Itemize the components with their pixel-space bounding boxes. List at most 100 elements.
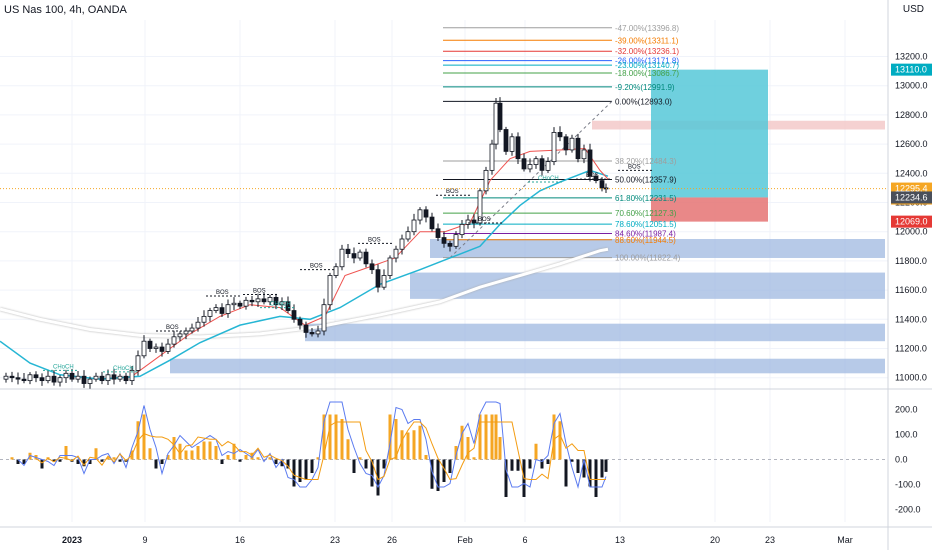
ema-slow-line: [0, 247, 609, 339]
osc-bar: [370, 459, 374, 487]
osc-bar: [552, 414, 556, 460]
candle-body: [225, 304, 231, 314]
price-axis-tick: 12000.0: [895, 227, 928, 237]
fib-level-label: 38.20%(12484.3): [615, 157, 677, 166]
candle-body: [497, 102, 503, 130]
osc-bar: [328, 414, 332, 460]
osc-bar: [106, 457, 110, 460]
candle-body: [243, 299, 249, 307]
candle-body: [503, 129, 509, 152]
candle-body: [593, 175, 599, 182]
osc-bar: [558, 421, 562, 460]
candle-body: [99, 375, 105, 382]
candle-body: [285, 301, 291, 311]
candle-body: [569, 137, 575, 151]
price-label-bg: [891, 63, 932, 76]
candle-body: [219, 307, 225, 314]
candle-body: [231, 302, 237, 306]
osc-bar: [340, 419, 344, 460]
osc-bar: [58, 459, 62, 462]
candle-body: [3, 375, 9, 380]
candle-body: [393, 248, 399, 259]
osc-bar: [510, 459, 514, 471]
candle-body: [123, 375, 129, 382]
fib-level-label: 100.00%(11822.4): [615, 254, 681, 263]
osc-bar: [94, 448, 98, 460]
candle-body: [563, 136, 569, 151]
osc-bar: [516, 459, 520, 471]
osc-bar: [88, 459, 92, 464]
fib-level-label: 50.00%(12357.9): [615, 175, 677, 184]
osc-bar: [52, 459, 56, 462]
candle-body: [165, 343, 171, 352]
candle-body: [483, 169, 489, 192]
osc-bar: [478, 414, 482, 460]
chart-title: US Nas 100, 4h, OANDA: [4, 4, 127, 16]
osc-bar: [208, 441, 212, 460]
osc-bar: [430, 459, 434, 489]
osc-bar: [232, 443, 236, 460]
structure-label: BOS: [253, 288, 266, 294]
osc-bar: [570, 459, 574, 462]
candle-body: [135, 355, 141, 371]
fib-level-label: 70.60%(12127.3): [615, 209, 677, 218]
candle-body: [321, 304, 327, 332]
candle-body: [39, 377, 45, 382]
osc-bar: [376, 459, 380, 496]
osc-bar: [220, 459, 224, 464]
osc-bar: [412, 430, 416, 460]
osc-bar: [196, 446, 200, 460]
candle-body: [441, 237, 447, 244]
osc-bar: [298, 459, 302, 482]
candle-body: [447, 242, 453, 247]
candle-body: [171, 336, 177, 345]
osc-bar: [100, 459, 104, 462]
candle-body: [309, 332, 315, 335]
osc-bar: [364, 459, 368, 469]
osc-bar: [484, 414, 488, 460]
osc-bar: [436, 459, 440, 491]
demand-zone: [430, 239, 885, 258]
time-axis-tick: 9: [142, 535, 147, 545]
osc-axis-tick: 0.0: [895, 455, 908, 465]
candle-body: [213, 307, 219, 311]
candle-body: [201, 315, 207, 323]
candle-body: [51, 375, 57, 383]
osc-bar: [202, 441, 206, 460]
currency-label: USD: [902, 4, 924, 15]
osc-bar: [594, 459, 598, 497]
osc-bar: [10, 457, 14, 460]
fib-level-label: -32.00%(13236.1): [615, 47, 679, 56]
candle-body: [587, 149, 593, 177]
candle-body: [195, 321, 201, 329]
osc-bar: [400, 430, 404, 460]
osc-bar: [190, 450, 194, 460]
candle-body: [189, 327, 195, 332]
candle-body: [267, 296, 273, 303]
price-axis-tick: 11200.0: [895, 344, 927, 354]
osc-bar: [322, 414, 326, 460]
demand-zone: [170, 358, 885, 374]
candle-body: [363, 251, 369, 265]
candle-body: [69, 372, 75, 380]
candle-body: [93, 375, 99, 380]
candle-body: [129, 369, 135, 382]
candle-body: [435, 228, 441, 238]
osc-bar: [178, 443, 182, 460]
osc-axis-tick: 100.0: [895, 430, 918, 440]
candle-body: [141, 340, 147, 357]
candle-body: [237, 302, 243, 307]
osc-bar: [280, 459, 284, 467]
structure-label: BOS: [216, 290, 229, 296]
fib-level-label: 0.00%(12893.0): [615, 97, 672, 106]
osc-bar: [388, 414, 392, 460]
osc-bar: [604, 459, 608, 472]
fib-level-label: -26.00%(13171.8): [615, 57, 679, 66]
candle-body: [105, 374, 111, 382]
structure-label: CHoCH: [113, 366, 134, 372]
osc-bar: [16, 459, 20, 464]
price-axis-tick: 12800.0: [895, 110, 928, 120]
candle-body: [423, 209, 429, 218]
